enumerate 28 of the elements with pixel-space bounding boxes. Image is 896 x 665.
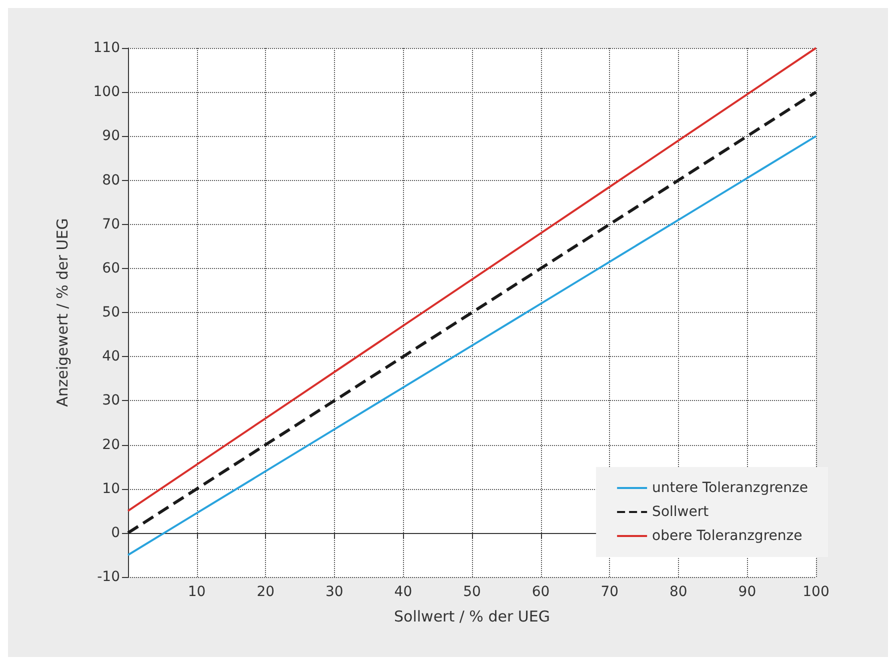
y-tick-label: 110 — [93, 40, 120, 56]
x-tick-label: 40 — [394, 584, 412, 600]
y-tick-label: 100 — [93, 84, 120, 100]
y-tick-label: 50 — [102, 304, 120, 320]
y-tick-label: 60 — [102, 260, 120, 276]
x-tick-label: 60 — [532, 584, 550, 600]
y-tick-label: 20 — [102, 436, 120, 453]
x-axis-title: Sollwert / % der UEG — [394, 608, 550, 626]
y-tick-label: 90 — [102, 128, 120, 144]
x-tick-label: 10 — [188, 584, 206, 600]
x-tick-label: 70 — [600, 584, 619, 600]
legend-label: Sollwert — [652, 504, 710, 520]
x-tick-label: 100 — [802, 584, 830, 600]
y-tick-label: 30 — [102, 392, 120, 409]
x-tick-label: 80 — [669, 584, 688, 600]
y-tick-label: 0 — [111, 524, 120, 541]
y-tick-label: 10 — [102, 480, 120, 497]
legend-label: untere Toleranzgrenze — [652, 480, 808, 496]
y-tick-label: 70 — [102, 216, 120, 232]
y-tick-label: 80 — [102, 172, 120, 188]
legend-label: obere Toleranzgrenze — [652, 528, 802, 544]
x-tick-label: 20 — [256, 584, 275, 600]
x-tick-label: 90 — [738, 584, 756, 600]
y-axis-title: Anzeigewert / % der UEG — [54, 218, 72, 407]
x-tick-label: 30 — [325, 584, 344, 600]
y-tick-label: 40 — [102, 348, 120, 365]
y-tick-label: -10 — [97, 569, 120, 585]
x-tick-label: 50 — [463, 584, 481, 600]
